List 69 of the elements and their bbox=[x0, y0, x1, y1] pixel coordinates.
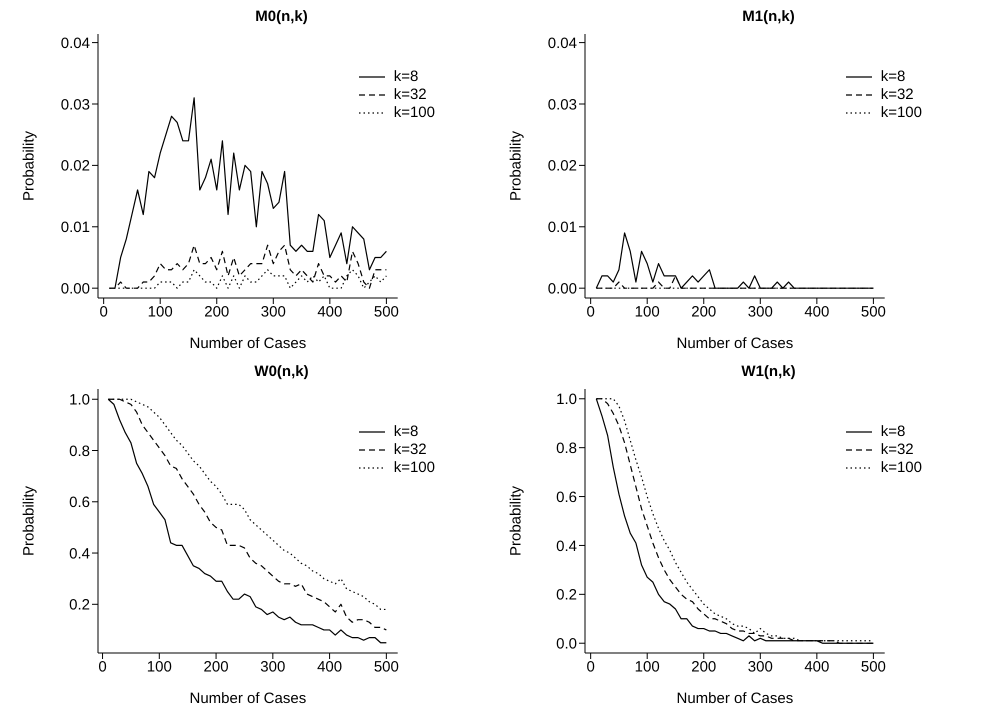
y-tick-label: 0.8 bbox=[556, 440, 577, 457]
y-tick-label: 0.2 bbox=[69, 596, 90, 614]
legend-label: k=100 bbox=[880, 459, 922, 477]
x-tick-label: 400 bbox=[804, 304, 830, 321]
y-tick-label: 1.0 bbox=[69, 392, 90, 409]
chart-title: M1(n,k) bbox=[741, 8, 796, 27]
y-tick-label: 0.02 bbox=[60, 158, 90, 175]
y-tick-label: 1.0 bbox=[556, 391, 577, 408]
y-tick-label: 0.00 bbox=[60, 280, 90, 298]
y-tick-label: 0.0 bbox=[556, 636, 577, 653]
x-tick-label: 400 bbox=[804, 658, 830, 676]
x-tick-label: 200 bbox=[204, 658, 229, 676]
x-tick-label: 0 bbox=[99, 304, 108, 321]
x-tick-label: 200 bbox=[691, 658, 716, 676]
y-tick-label: 0.03 bbox=[548, 96, 577, 114]
chart-title: W1(n,k) bbox=[740, 363, 797, 382]
y-tick-label: 0.01 bbox=[548, 219, 577, 236]
y-axis-title: Probability bbox=[20, 485, 38, 556]
y-tick-label: 0.6 bbox=[69, 494, 90, 512]
x-tick-label: 200 bbox=[691, 304, 716, 321]
x-tick-label: 500 bbox=[374, 304, 399, 321]
legend-label: k=8 bbox=[880, 68, 906, 86]
x-tick-label: 400 bbox=[317, 658, 342, 676]
x-tick-label: 0 bbox=[586, 658, 595, 676]
x-tick-label: 100 bbox=[148, 304, 173, 321]
y-tick-label: 0.6 bbox=[556, 488, 577, 506]
legend-label: k=32 bbox=[394, 441, 427, 459]
y-axis-title: Probability bbox=[20, 130, 38, 202]
x-tick-label: 100 bbox=[634, 304, 660, 321]
legend-label: k=32 bbox=[880, 441, 914, 459]
x-tick-label: 300 bbox=[260, 304, 286, 321]
y-tick-label: 0.4 bbox=[556, 538, 577, 555]
x-tick-label: 500 bbox=[374, 658, 399, 676]
x-tick-label: 0 bbox=[98, 658, 107, 676]
x-axis-title: Number of Cases bbox=[189, 335, 306, 352]
x-tick-label: 0 bbox=[586, 304, 595, 321]
legend-label: k=100 bbox=[394, 459, 435, 477]
legend-label: k=32 bbox=[880, 86, 914, 104]
x-axis-title: Number of Cases bbox=[189, 690, 306, 707]
y-tick-label: 0.00 bbox=[548, 280, 577, 298]
y-tick-label: 0.02 bbox=[548, 158, 577, 175]
x-tick-label: 300 bbox=[260, 658, 286, 676]
x-axis-title: Number of Cases bbox=[676, 690, 794, 707]
y-tick-label: 0.01 bbox=[60, 219, 90, 236]
x-tick-label: 300 bbox=[748, 658, 773, 676]
legend-label: k=8 bbox=[394, 423, 418, 441]
x-tick-label: 400 bbox=[317, 304, 342, 321]
y-tick-label: 0.4 bbox=[69, 545, 90, 562]
x-axis-title: Number of Cases bbox=[676, 335, 794, 352]
x-tick-label: 100 bbox=[146, 658, 172, 676]
y-tick-label: 0.03 bbox=[60, 96, 90, 114]
x-tick-label: 200 bbox=[204, 304, 230, 321]
x-tick-label: 300 bbox=[748, 304, 773, 321]
y-axis-title: Probability bbox=[507, 130, 524, 202]
legend-label: k=32 bbox=[394, 86, 427, 104]
x-tick-label: 500 bbox=[860, 304, 886, 321]
legend-label: k=8 bbox=[880, 423, 906, 441]
y-tick-label: 0.04 bbox=[548, 34, 577, 52]
x-tick-label: 500 bbox=[860, 658, 886, 676]
chart-title: M0(n,k) bbox=[254, 8, 309, 27]
x-tick-label: 100 bbox=[634, 658, 660, 676]
legend-label: k=8 bbox=[394, 68, 418, 86]
legend-label: k=100 bbox=[880, 104, 922, 122]
y-tick-label: 0.04 bbox=[60, 34, 90, 52]
legend-label: k=100 bbox=[394, 104, 435, 122]
chart-title: W0(n,k) bbox=[253, 363, 310, 382]
y-tick-label: 0.8 bbox=[69, 442, 90, 460]
y-axis-title: Probability bbox=[507, 485, 524, 556]
y-tick-label: 0.2 bbox=[556, 586, 577, 604]
